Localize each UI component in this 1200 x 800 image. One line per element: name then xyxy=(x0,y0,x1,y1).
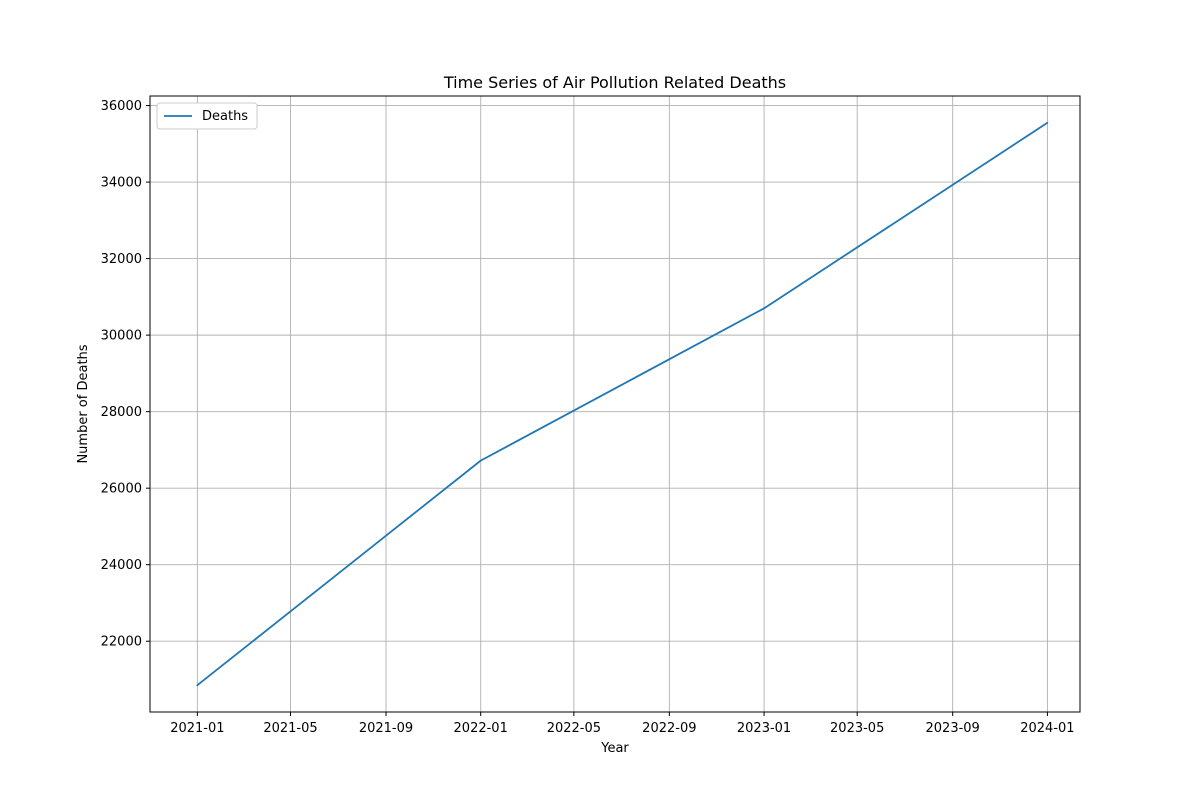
legend: Deaths xyxy=(156,102,258,130)
chart-title: Time Series of Air Pollution Related Dea… xyxy=(443,73,786,92)
data-point xyxy=(196,684,199,687)
y-tick-label: 26000 xyxy=(101,482,142,497)
x-axis-label: Year xyxy=(600,741,629,756)
plot-area xyxy=(150,96,1080,712)
data-point xyxy=(479,459,482,462)
y-axis-ticks: 22000 24000 26000 28000 30000 32000 34000 36000 xyxy=(101,99,150,650)
y-tick-label: 36000 xyxy=(101,99,142,114)
legend-label-deaths: Deaths xyxy=(202,109,248,124)
y-tick-label: 28000 xyxy=(101,405,142,420)
y-axis-label: Number of Deaths xyxy=(76,344,91,463)
y-tick-label: 24000 xyxy=(101,558,142,573)
data-point xyxy=(763,307,765,310)
x-tick-label: 2022-09 xyxy=(642,721,696,736)
x-tick-label: 2021-09 xyxy=(359,721,413,736)
data-point xyxy=(1046,121,1049,124)
x-axis-ticks: 2021-01 2021-05 2021-09 2022-01 2022-05 2022-… xyxy=(170,712,1075,736)
x-tick-label: 2023-05 xyxy=(830,721,884,736)
x-tick-label: 2021-01 xyxy=(170,721,224,736)
legend-box xyxy=(156,102,258,130)
x-tick-label: 2021-05 xyxy=(263,721,317,736)
plot-frame xyxy=(149,95,1081,713)
x-tick-label: 2022-05 xyxy=(547,721,601,736)
y-tick-label: 30000 xyxy=(101,329,142,344)
y-tick-label: 34000 xyxy=(101,176,142,191)
x-tick-label: 2024-01 xyxy=(1020,721,1074,736)
grid xyxy=(150,96,1080,712)
y-tick-label: 32000 xyxy=(101,252,142,267)
series-line-deaths xyxy=(196,122,1048,686)
x-tick-label: 2023-01 xyxy=(737,721,791,736)
series-layer xyxy=(196,121,1049,687)
x-tick-label: 2022-01 xyxy=(454,721,508,736)
x-tick-label: 2023-09 xyxy=(926,721,980,736)
y-tick-label: 22000 xyxy=(101,635,142,650)
